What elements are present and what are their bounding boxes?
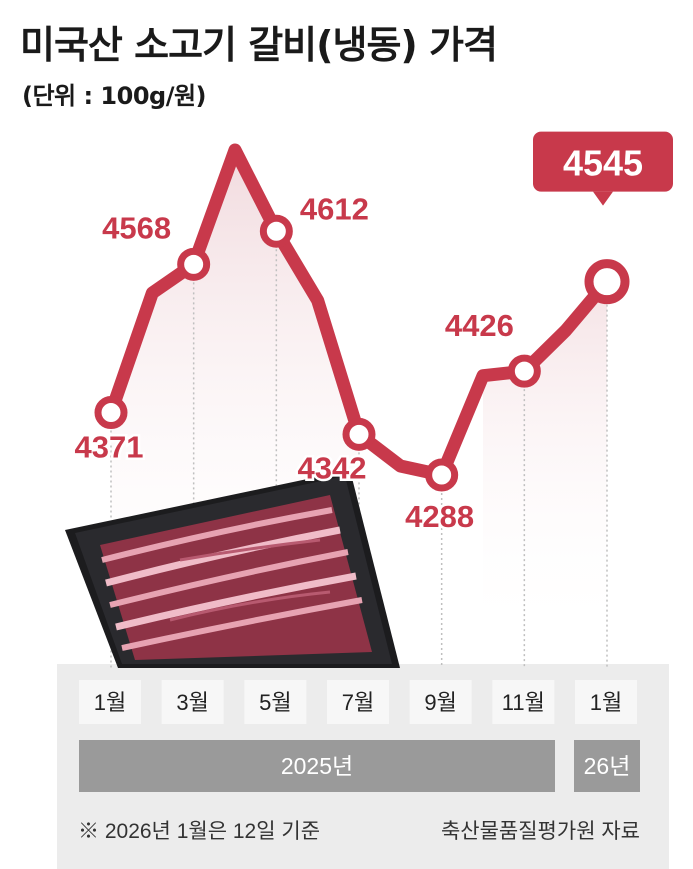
data-point bbox=[507, 354, 541, 388]
month-box bbox=[244, 680, 307, 724]
data-label: 4612 bbox=[300, 191, 369, 226]
highlight-badge bbox=[533, 131, 673, 192]
unit-label: (단위 : 100g/원) bbox=[22, 82, 207, 110]
data-label: 4426 bbox=[445, 308, 514, 343]
x-tick-label: 5월 bbox=[259, 690, 291, 715]
x-tick-label: 3월 bbox=[176, 690, 208, 715]
data-label: 4342 bbox=[298, 450, 367, 485]
x-tick-label: 1월 bbox=[590, 690, 622, 715]
data-label: 4568 bbox=[102, 210, 171, 245]
month-box bbox=[161, 680, 224, 724]
data-point bbox=[259, 214, 293, 248]
x-tick-label: 7월 bbox=[342, 690, 374, 715]
data-label: 4371 bbox=[75, 430, 144, 465]
area-shade-right bbox=[483, 281, 607, 640]
data-point bbox=[584, 259, 630, 305]
year-bar-2026 bbox=[574, 740, 640, 792]
x-tick-label: 11월 bbox=[502, 690, 545, 715]
month-box bbox=[492, 680, 555, 724]
month-box bbox=[327, 680, 389, 724]
source-note: 축산물품질평가원 자료 bbox=[441, 820, 640, 843]
footnote: ※ 2026년 1월은 12일 기준 bbox=[78, 820, 320, 843]
data-point bbox=[342, 417, 376, 451]
year-bar-2025 bbox=[79, 740, 555, 792]
meat-tray-image bbox=[65, 470, 400, 668]
data-label: 4288 bbox=[405, 499, 474, 534]
month-box bbox=[409, 680, 472, 724]
month-box bbox=[575, 680, 637, 724]
month-box bbox=[79, 680, 141, 724]
year-label-2026: 26년 bbox=[584, 753, 631, 779]
data-point bbox=[94, 396, 128, 430]
x-tick-label: 1월 bbox=[94, 690, 126, 715]
highlight-value-label: 4545 bbox=[563, 143, 643, 184]
badge-pointer bbox=[593, 191, 613, 206]
x-tick-label: 9월 bbox=[424, 690, 456, 715]
data-point bbox=[177, 247, 211, 281]
year-label-2025: 2025년 bbox=[281, 753, 353, 779]
data-point bbox=[425, 458, 459, 492]
chart-title: 미국산 소고기 갈비(냉동) 가격 bbox=[20, 23, 498, 67]
